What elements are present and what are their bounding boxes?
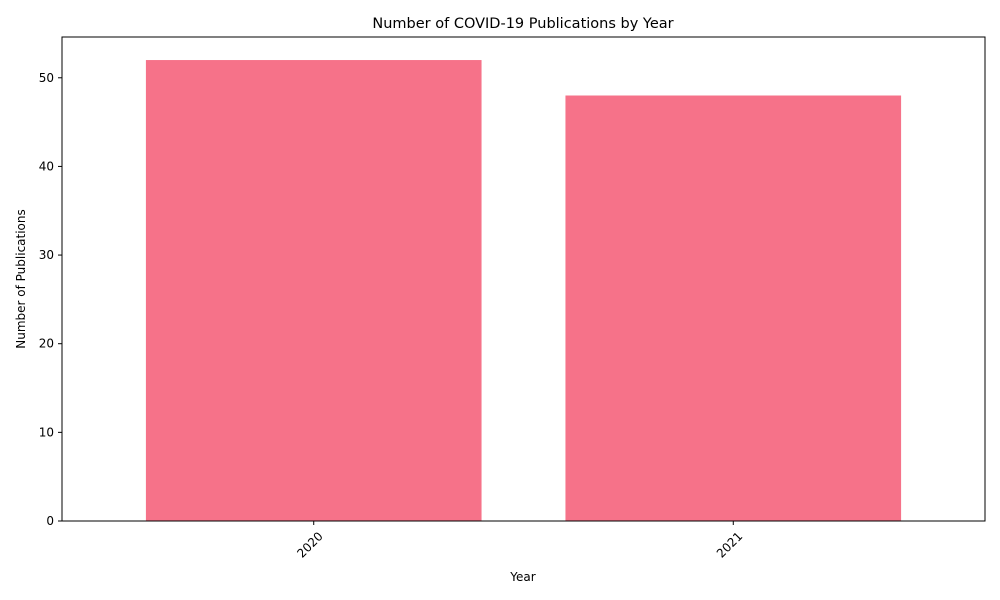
y-tick-label-40: 40 [39, 159, 54, 173]
y-tick-label-0: 0 [46, 514, 54, 528]
y-tick-label-20: 20 [39, 337, 54, 351]
chart-title: Number of COVID-19 Publications by Year [372, 16, 673, 32]
y-axis-ticks: 0 10 20 30 40 50 [39, 71, 62, 528]
y-tick-label-10: 10 [39, 425, 54, 439]
x-axis-label: Year [509, 570, 535, 584]
x-tick-label-2020: 2020 [294, 529, 325, 560]
y-tick-label-30: 30 [39, 248, 54, 262]
x-axis-ticks: 2020 2021 [294, 521, 745, 561]
plot-frame [61, 36, 986, 522]
bar-2020 [145, 60, 482, 522]
bar-2021 [565, 95, 902, 521]
y-axis-label: Number of Publications [14, 209, 28, 349]
bars-group [145, 60, 902, 522]
y-tick-label-50: 50 [39, 71, 54, 85]
x-tick-label-2021: 2021 [714, 529, 745, 560]
